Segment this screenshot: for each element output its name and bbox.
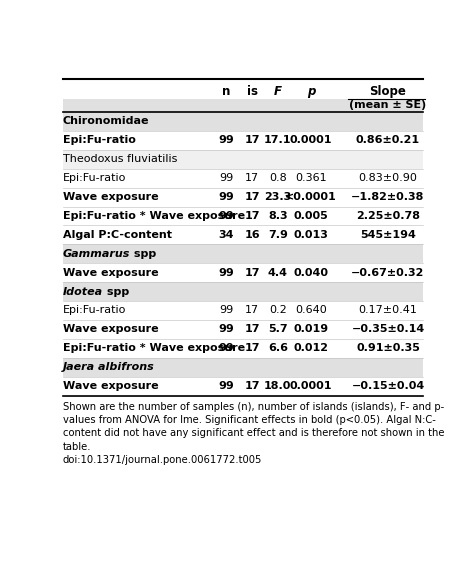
- Text: 0.0001: 0.0001: [290, 381, 332, 391]
- FancyBboxPatch shape: [63, 112, 423, 131]
- FancyBboxPatch shape: [63, 282, 423, 301]
- Text: 0.86±0.21: 0.86±0.21: [356, 135, 420, 146]
- Text: 2.25±0.78: 2.25±0.78: [356, 211, 420, 221]
- Text: Wave exposure: Wave exposure: [63, 324, 158, 334]
- FancyBboxPatch shape: [63, 99, 423, 112]
- Text: Theodoxus fluviatilis: Theodoxus fluviatilis: [63, 154, 177, 164]
- Text: 17.1: 17.1: [264, 135, 292, 146]
- Text: 0.83±0.90: 0.83±0.90: [359, 173, 418, 183]
- Text: 4.4: 4.4: [268, 268, 288, 277]
- Text: 0.361: 0.361: [295, 173, 327, 183]
- Text: Slope: Slope: [370, 85, 407, 98]
- Text: 0.019: 0.019: [293, 324, 328, 334]
- Text: 0.8: 0.8: [269, 173, 287, 183]
- FancyBboxPatch shape: [63, 301, 423, 320]
- Text: 17: 17: [245, 173, 259, 183]
- Text: 0.2: 0.2: [269, 306, 287, 315]
- FancyBboxPatch shape: [63, 320, 423, 339]
- Text: spp: spp: [130, 249, 156, 259]
- FancyBboxPatch shape: [63, 263, 423, 282]
- Text: 0.012: 0.012: [293, 343, 328, 353]
- Text: 0.040: 0.040: [293, 268, 328, 277]
- Text: 17: 17: [245, 306, 259, 315]
- FancyBboxPatch shape: [63, 150, 423, 169]
- Text: Wave exposure: Wave exposure: [63, 381, 158, 391]
- Text: 99: 99: [219, 192, 234, 202]
- Text: 99: 99: [219, 343, 234, 353]
- Text: 17: 17: [245, 324, 260, 334]
- Text: Wave exposure: Wave exposure: [63, 268, 158, 277]
- FancyBboxPatch shape: [63, 206, 423, 226]
- Text: 0.0001: 0.0001: [290, 135, 332, 146]
- Text: 99: 99: [219, 381, 234, 391]
- Text: Idotea: Idotea: [63, 287, 103, 297]
- FancyBboxPatch shape: [63, 358, 423, 377]
- Text: 99: 99: [219, 135, 234, 146]
- Text: p: p: [307, 85, 315, 98]
- Text: 0.91±0.35: 0.91±0.35: [356, 343, 420, 353]
- FancyBboxPatch shape: [63, 169, 423, 188]
- Text: Epi:Fu-ratio: Epi:Fu-ratio: [63, 306, 126, 315]
- Text: 0.640: 0.640: [295, 306, 327, 315]
- Text: 18.0: 18.0: [264, 381, 292, 391]
- FancyBboxPatch shape: [63, 339, 423, 358]
- Text: 17: 17: [245, 135, 260, 146]
- Text: 23.3: 23.3: [264, 192, 292, 202]
- Text: −1.82±0.38: −1.82±0.38: [351, 192, 425, 202]
- Text: <0.0001: <0.0001: [285, 192, 337, 202]
- FancyBboxPatch shape: [63, 131, 423, 150]
- Text: 17: 17: [245, 268, 260, 277]
- Text: 0.17±0.41: 0.17±0.41: [359, 306, 418, 315]
- Text: Wave exposure: Wave exposure: [63, 192, 158, 202]
- Text: 5.7: 5.7: [268, 324, 288, 334]
- Text: (mean ± SE): (mean ± SE): [349, 100, 427, 109]
- Text: Shown are the number of samples (n), number of islands (islands), F- and p-
valu: Shown are the number of samples (n), num…: [63, 402, 445, 465]
- Text: −0.15±0.04: −0.15±0.04: [351, 381, 425, 391]
- Text: 17: 17: [245, 381, 260, 391]
- Text: 0.013: 0.013: [293, 230, 328, 240]
- Text: 8.3: 8.3: [268, 211, 288, 221]
- FancyBboxPatch shape: [63, 244, 423, 263]
- Text: 34: 34: [219, 230, 234, 240]
- Text: Gammarus: Gammarus: [63, 249, 130, 259]
- Text: 99: 99: [219, 268, 234, 277]
- Text: Epi:Fu-ratio * Wave exposure: Epi:Fu-ratio * Wave exposure: [63, 343, 245, 353]
- Text: 99: 99: [219, 211, 234, 221]
- Text: spp: spp: [103, 287, 129, 297]
- FancyBboxPatch shape: [63, 226, 423, 244]
- Text: Epi:Fu-ratio * Wave exposure: Epi:Fu-ratio * Wave exposure: [63, 211, 245, 221]
- Text: −0.35±0.14: −0.35±0.14: [351, 324, 425, 334]
- Text: is: is: [246, 85, 257, 98]
- Text: 0.005: 0.005: [293, 211, 328, 221]
- Text: Epi:Fu-ratio: Epi:Fu-ratio: [63, 135, 136, 146]
- FancyBboxPatch shape: [63, 377, 423, 395]
- Text: 6.6: 6.6: [268, 343, 288, 353]
- Text: Epi:Fu-ratio: Epi:Fu-ratio: [63, 173, 126, 183]
- Text: 99: 99: [219, 324, 234, 334]
- Text: 17: 17: [245, 192, 260, 202]
- Text: 16: 16: [244, 230, 260, 240]
- Text: 99: 99: [219, 306, 234, 315]
- Text: 99: 99: [219, 173, 234, 183]
- Text: −0.67±0.32: −0.67±0.32: [351, 268, 425, 277]
- Text: Chironomidae: Chironomidae: [63, 116, 149, 126]
- Text: n: n: [222, 85, 230, 98]
- Text: 17: 17: [245, 343, 260, 353]
- Text: Jaera albifrons: Jaera albifrons: [63, 362, 155, 372]
- Text: 7.9: 7.9: [268, 230, 288, 240]
- FancyBboxPatch shape: [63, 188, 423, 206]
- Text: 545±194: 545±194: [360, 230, 416, 240]
- Text: 17: 17: [245, 211, 260, 221]
- Text: Algal P:C-content: Algal P:C-content: [63, 230, 172, 240]
- Text: F: F: [274, 85, 282, 98]
